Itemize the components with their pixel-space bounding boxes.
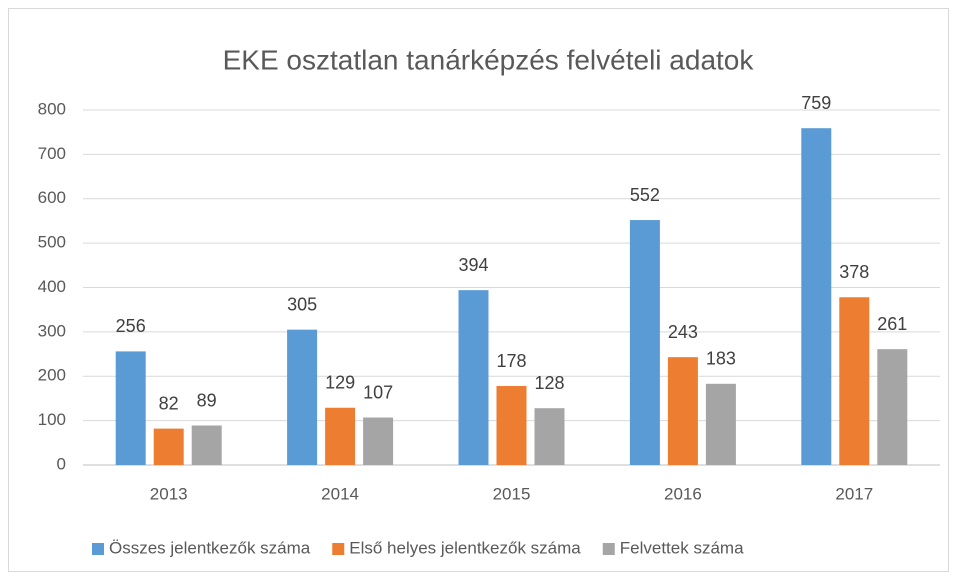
- y-tick-label: 800: [38, 99, 66, 118]
- legend-label: Összes jelentkezők száma: [109, 538, 311, 557]
- bar: [115, 351, 146, 465]
- y-tick-label: 600: [38, 188, 66, 207]
- bar: [287, 329, 318, 465]
- bar: [705, 383, 736, 465]
- y-tick-label: 0: [57, 454, 66, 473]
- data-label: 759: [801, 93, 831, 113]
- data-label: 394: [458, 255, 488, 275]
- legend-label: Felvettek száma: [620, 538, 744, 557]
- data-label: 183: [706, 349, 736, 369]
- data-label: 261: [877, 314, 907, 334]
- x-tick-label: 2015: [493, 484, 531, 503]
- legend-swatch: [92, 543, 104, 555]
- bar: [534, 408, 565, 465]
- x-tick-label: 2014: [321, 484, 359, 503]
- chart-title: EKE osztatlan tanárképzés felvételi adat…: [223, 44, 755, 75]
- data-label: 107: [363, 382, 393, 402]
- chart-frame: [8, 8, 949, 572]
- bar: [496, 386, 527, 465]
- data-label: 305: [287, 294, 317, 314]
- bar: [801, 128, 832, 465]
- y-tick-label: 400: [38, 277, 66, 296]
- legend-label: Első helyes jelentkezők száma: [349, 538, 581, 557]
- data-label: 128: [534, 373, 564, 393]
- y-tick-label: 100: [38, 410, 66, 429]
- x-tick-label: 2017: [835, 484, 873, 503]
- bar: [153, 428, 184, 465]
- legend-swatch: [332, 543, 345, 555]
- data-label: 129: [325, 373, 355, 393]
- y-tick-label: 700: [38, 144, 66, 163]
- data-label: 552: [630, 185, 660, 205]
- bar: [877, 349, 908, 465]
- bar: [629, 220, 660, 465]
- bar: [363, 417, 394, 465]
- bar: [667, 357, 698, 465]
- y-tick-label: 500: [38, 233, 66, 252]
- bar: [191, 425, 222, 465]
- data-label: 243: [668, 322, 698, 342]
- y-tick-label: 200: [38, 366, 66, 385]
- x-tick-label: 2016: [664, 484, 702, 503]
- bar: [458, 290, 489, 465]
- legend-swatch: [602, 543, 615, 555]
- x-tick-label: 2013: [150, 484, 188, 503]
- data-label: 378: [839, 262, 869, 282]
- bar: [839, 297, 870, 465]
- data-label: 178: [496, 351, 526, 371]
- y-tick-label: 300: [38, 321, 66, 340]
- data-label: 256: [116, 316, 146, 336]
- data-label: 89: [197, 390, 217, 410]
- data-label: 82: [159, 393, 179, 413]
- bar: [325, 407, 356, 465]
